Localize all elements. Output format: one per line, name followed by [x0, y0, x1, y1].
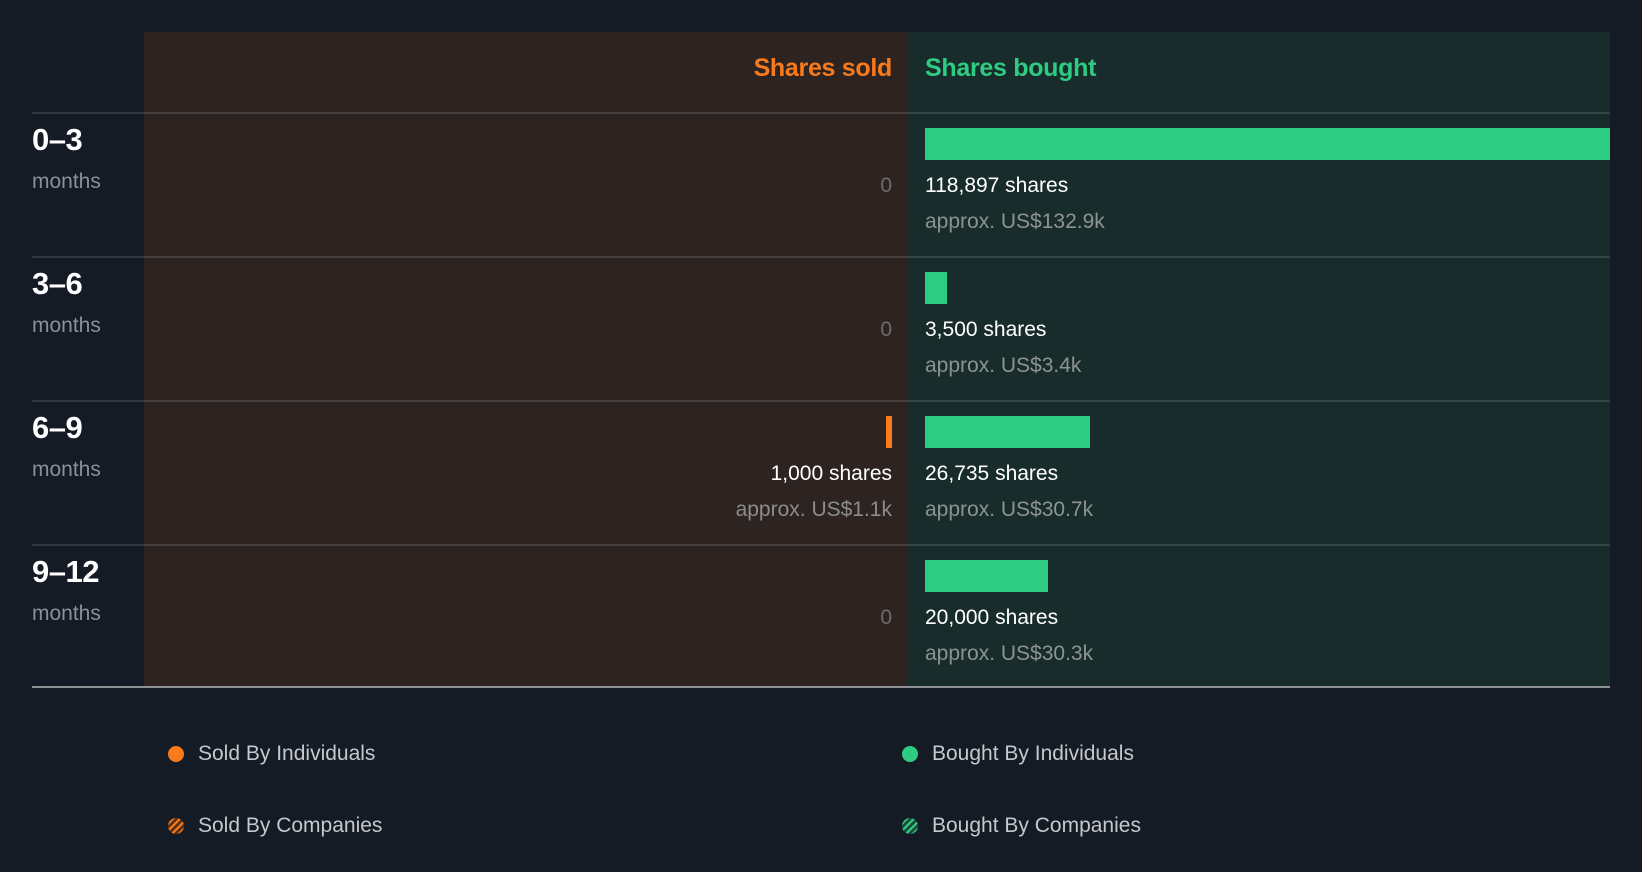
legend-label: Bought By Individuals: [932, 742, 1134, 765]
legend-bought-by-individuals[interactable]: Bought By Individuals: [902, 742, 1134, 766]
striped-green-dot-icon: [902, 818, 918, 834]
x-axis-line: [32, 686, 1610, 688]
bought-bar[interactable]: [925, 416, 1090, 448]
bought-shares-value: 3,500 shares: [925, 318, 1047, 341]
period-row-9-12: 9–12 months 0 20,000 shares approx. US$3…: [32, 544, 1610, 688]
legend-label: Sold By Companies: [198, 814, 383, 837]
sold-shares-value: 0: [880, 318, 892, 341]
legend-sold-by-individuals[interactable]: Sold By Individuals: [168, 742, 375, 766]
bought-cell: 26,735 shares approx. US$30.7k: [925, 400, 1610, 544]
bought-bar[interactable]: [925, 128, 1610, 160]
period-unit: months: [32, 458, 101, 481]
row-divider: [32, 544, 1610, 546]
bought-approx-value: approx. US$30.7k: [925, 498, 1094, 521]
row-divider: [32, 256, 1610, 258]
row-divider: [32, 112, 1610, 114]
sold-cell: 0: [192, 544, 892, 688]
bought-approx-value: approx. US$30.3k: [925, 642, 1094, 665]
bought-shares-value: 118,897 shares: [925, 174, 1069, 197]
legend-sold-by-companies[interactable]: Sold By Companies: [168, 814, 382, 838]
bought-shares-value: 26,735 shares: [925, 462, 1059, 485]
sold-shares-value: 0: [880, 174, 892, 197]
bought-bar[interactable]: [925, 560, 1048, 592]
solid-orange-dot-icon: [168, 746, 184, 762]
bought-bar[interactable]: [925, 272, 947, 304]
period-label: 6–9: [32, 410, 83, 445]
bought-approx-value: approx. US$3.4k: [925, 354, 1082, 377]
bought-approx-value: approx. US$132.9k: [925, 210, 1105, 233]
sold-cell: 0: [192, 256, 892, 400]
row-divider: [32, 400, 1610, 402]
bought-cell: 3,500 shares approx. US$3.4k: [925, 256, 1610, 400]
period-row-6-9: 6–9 months 1,000 shares approx. US$1.1k …: [32, 400, 1610, 544]
sold-shares-value: 1,000 shares: [770, 462, 892, 485]
sold-approx-value: approx. US$1.1k: [735, 498, 892, 521]
sold-bar[interactable]: [886, 416, 892, 448]
sold-shares-value: 0: [880, 606, 892, 629]
striped-orange-dot-icon: [168, 818, 184, 834]
period-label: 3–6: [32, 266, 83, 301]
bought-cell: 20,000 shares approx. US$30.3k: [925, 544, 1610, 688]
period-label: 9–12: [32, 554, 99, 589]
legend-label: Bought By Companies: [932, 814, 1141, 837]
shares-bought-header: Shares bought: [925, 54, 1097, 82]
bought-shares-value: 20,000 shares: [925, 606, 1059, 629]
legend-bought-by-companies[interactable]: Bought By Companies: [902, 814, 1141, 838]
sold-panel: [144, 32, 908, 686]
period-label: 0–3: [32, 122, 83, 157]
solid-green-dot-icon: [902, 746, 918, 762]
period-row-3-6: 3–6 months 0 3,500 shares approx. US$3.4…: [32, 256, 1610, 400]
period-unit: months: [32, 602, 101, 625]
sold-cell: 0: [192, 112, 892, 256]
bought-cell: 118,897 shares approx. US$132.9k: [925, 112, 1610, 256]
legend-label: Sold By Individuals: [198, 742, 376, 765]
period-row-0-3: 0–3 months 0 118,897 shares approx. US$1…: [32, 112, 1610, 256]
sold-cell: 1,000 shares approx. US$1.1k: [192, 400, 892, 544]
shares-sold-header: Shares sold: [753, 54, 893, 82]
period-unit: months: [32, 314, 101, 337]
period-unit: months: [32, 170, 101, 193]
